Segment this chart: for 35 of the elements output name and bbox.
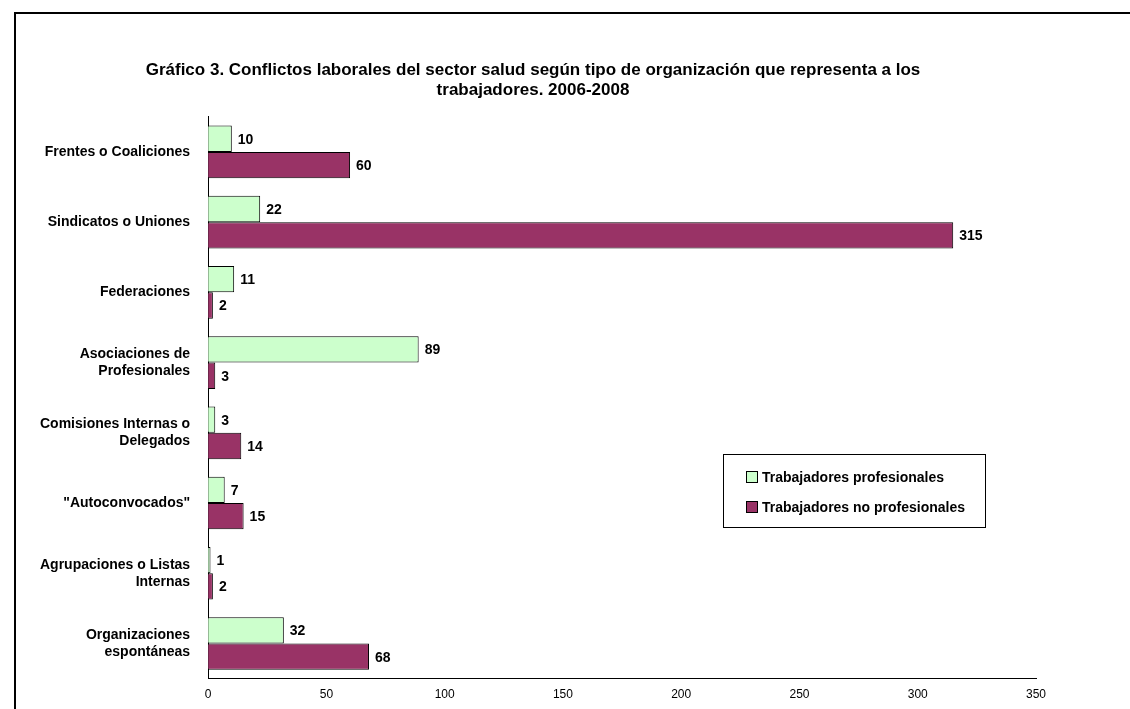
data-label: 22 bbox=[266, 200, 282, 217]
data-label: 15 bbox=[249, 508, 266, 525]
data-label: 3 bbox=[221, 367, 230, 384]
y-tick-label: Asociaciones de Profesionales bbox=[79, 345, 191, 378]
data-label: 2 bbox=[218, 297, 227, 314]
data-label: 315 bbox=[959, 227, 983, 244]
y-tick-label: "Autoconvocados" bbox=[63, 493, 191, 510]
chart-title: Gráfico 3. Conflictos laborales del sector salud según tipo de organización que representa a los trabajadores. 2006-2008 bbox=[145, 59, 921, 100]
x-tick-label: 50 bbox=[319, 687, 334, 702]
y-tick-label: Sindicatos o Uniones bbox=[47, 213, 191, 229]
x-tick-label: 0 bbox=[204, 687, 212, 702]
x-tick-label: 100 bbox=[434, 687, 456, 702]
y-tick-label: Federaciones bbox=[99, 283, 191, 300]
y-tick-label: Frentes o Coaliciones bbox=[44, 142, 191, 159]
y-tick-label: Organizaciones espontáneas bbox=[85, 625, 191, 659]
data-label: 1 bbox=[216, 551, 225, 568]
data-label: 68 bbox=[374, 648, 391, 665]
data-label: 14 bbox=[247, 437, 264, 454]
x-tick-label: 150 bbox=[552, 687, 574, 702]
data-label: 89 bbox=[424, 341, 441, 358]
y-tick-label: Comisiones Internas o Delegados bbox=[39, 415, 191, 449]
data-label: 60 bbox=[356, 156, 372, 173]
legend-label: Trabajadores profesionales bbox=[762, 468, 945, 485]
data-label: 32 bbox=[289, 622, 306, 639]
y-tick-label: Agrupaciones o Listas Internas bbox=[39, 555, 191, 589]
x-tick-label: 300 bbox=[907, 687, 929, 702]
x-tick-label: 250 bbox=[789, 687, 810, 702]
data-label: 11 bbox=[240, 271, 256, 288]
legend-label: Trabajadores no profesionales bbox=[762, 498, 966, 515]
data-label: 2 bbox=[218, 578, 227, 595]
data-label: 7 bbox=[230, 481, 239, 498]
x-tick-label: 200 bbox=[671, 687, 692, 702]
data-label: 10 bbox=[237, 130, 254, 147]
data-label: 3 bbox=[221, 411, 230, 428]
x-tick-label: 350 bbox=[1025, 687, 1047, 702]
